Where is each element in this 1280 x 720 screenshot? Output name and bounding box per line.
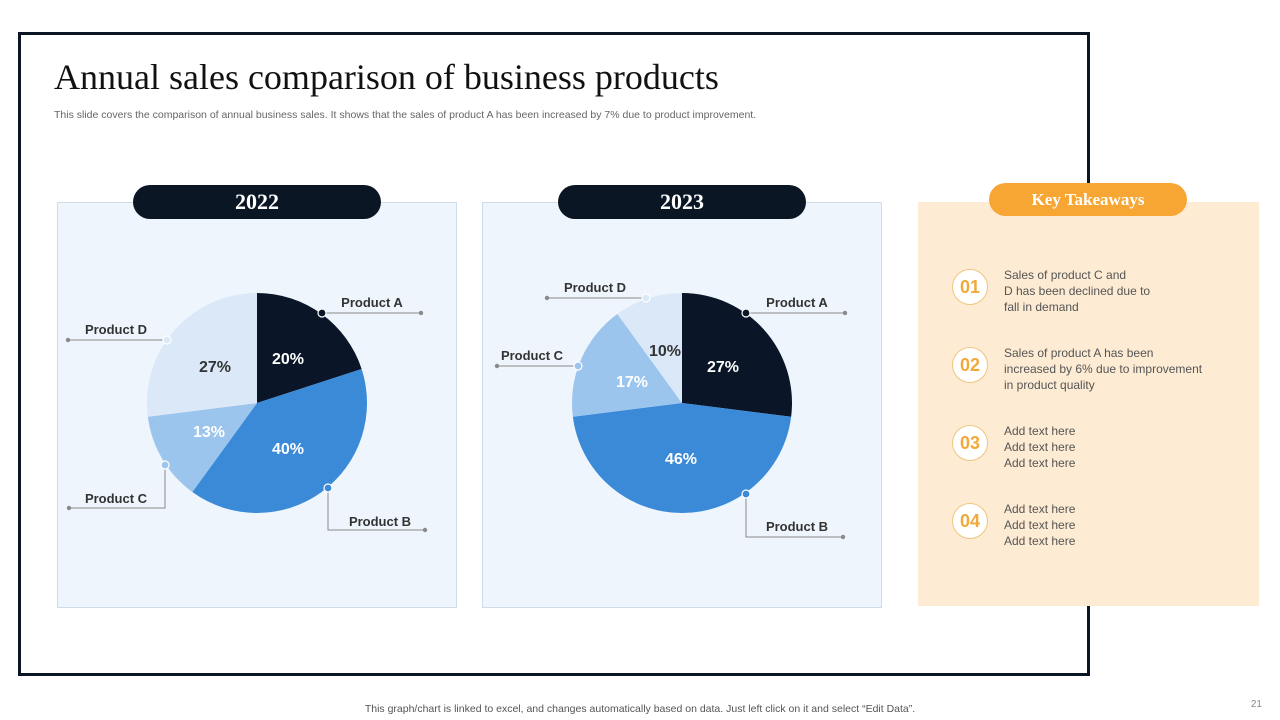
chart-title-2023: 2023 (558, 185, 806, 219)
takeaway-text: Add text here Add text here Add text her… (1004, 502, 1076, 548)
leader-anchor-dot (573, 361, 583, 371)
leader-end-dot (65, 337, 71, 343)
legend-label: Product A (341, 295, 403, 310)
pie-data-label: 10% (649, 343, 681, 360)
chart-title-2022: 2022 (133, 185, 381, 219)
leader-line (327, 488, 425, 531)
pie-2022[interactable]: 20% 40% 13% 27% Product A Product B Product C P… (65, 293, 428, 533)
pie-data-label: 40% (272, 441, 304, 458)
pie-data-label: 17% (616, 374, 648, 391)
leader-anchor-dot (160, 460, 170, 470)
pie-2023[interactable]: 27% 46% 17%10% Product A Product B Product C P… (494, 280, 848, 540)
leader-line (745, 494, 843, 538)
takeaway-number: 03 (952, 425, 988, 461)
legend-label: Product B (766, 519, 828, 534)
pie-data-label: 13% (193, 424, 225, 441)
legend-label: Product C (501, 348, 564, 363)
leader-line (69, 465, 166, 509)
leader-anchor-dot (741, 489, 751, 499)
key-takeaways-heading: Key Takeaways (989, 183, 1187, 216)
legend-label: Product D (564, 280, 626, 295)
leader-end-dot (840, 534, 846, 540)
leader-end-dot (66, 505, 72, 511)
leader-end-dot (544, 295, 550, 301)
legend-label: Product D (85, 322, 147, 337)
takeaway-text: Add text here Add text here Add text her… (1004, 424, 1076, 470)
leader-anchor-dot (323, 483, 333, 493)
leader-end-dot (494, 363, 500, 369)
leader-end-dot (422, 527, 428, 533)
pie-slice-product-c[interactable] (572, 314, 682, 417)
takeaway-number: 02 (952, 347, 988, 383)
footer-note: This graph/chart is linked to excel, and… (364, 703, 916, 715)
pie-data-label: 27% (707, 359, 739, 376)
legend-label: Product A (766, 295, 828, 310)
pie-slice-product-a[interactable] (682, 293, 793, 417)
pie-data-label: 46% (665, 451, 697, 468)
pie-slice-product-d[interactable] (147, 293, 257, 417)
page-number: 21 (1250, 699, 1262, 710)
chart-panel-2022 (57, 202, 457, 608)
pie-data-label: 27% (199, 359, 231, 376)
legend-label: Product C (85, 491, 148, 506)
leader-anchor-dot (641, 293, 651, 303)
leader-end-dot (418, 310, 424, 316)
takeaway-number: 01 (952, 269, 988, 305)
takeaway-text: Sales of product C and D has been declin… (1004, 268, 1151, 314)
pie-slice-product-d[interactable] (617, 293, 682, 403)
pie-slice-product-a[interactable] (257, 293, 362, 403)
leader-end-dot (842, 310, 848, 316)
leader-anchor-dot (317, 308, 327, 318)
pie-data-label: 20% (272, 351, 304, 368)
leader-anchor-dot (741, 308, 751, 318)
pie-slice-product-b[interactable] (192, 369, 367, 513)
legend-label: Product B (349, 514, 411, 529)
slide-subtitle: This slide covers the comparison of annu… (54, 109, 757, 121)
takeaway-number: 04 (952, 503, 988, 539)
takeaway-text: Sales of product A has been increased by… (1004, 346, 1203, 392)
pie-slice-product-c[interactable] (147, 403, 257, 492)
pie-slice-product-b[interactable] (572, 403, 792, 514)
leader-anchor-dot (162, 335, 172, 345)
slide-title: Annual sales comparison of business prod… (54, 57, 719, 97)
